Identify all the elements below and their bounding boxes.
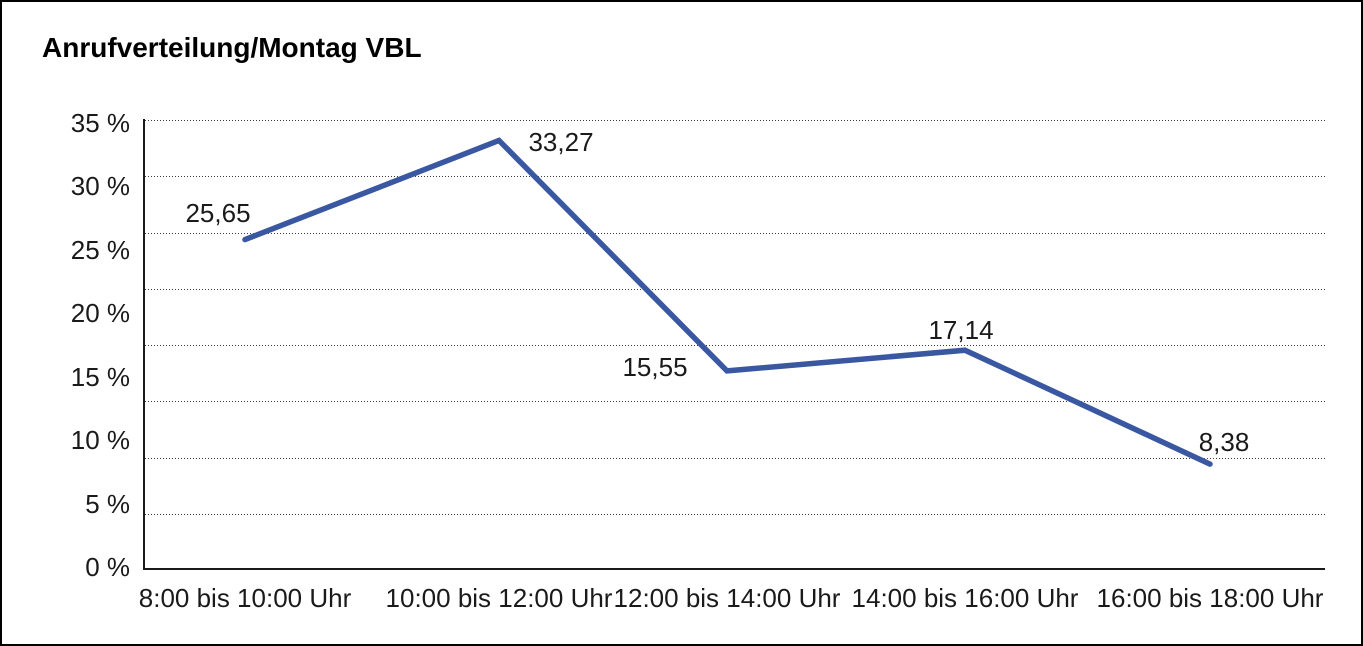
x-tick-label: 16:00 bis 18:00 Uhr [1096,583,1324,613]
value-label: 25,65 [185,198,251,228]
gridline [145,232,1325,234]
gridline [145,345,1325,346]
y-tick-label: 5 % [85,488,130,519]
chart-title: Anrufverteilung/Montag VBL [42,32,422,63]
value-label: 15,55 [622,352,688,382]
x-tick-label: 14:00 bis 16:00 Uhr [851,583,1079,613]
value-label: 33,27 [528,127,594,157]
gridline [145,401,1325,403]
gridline [145,176,1325,178]
y-axis-line [143,119,145,570]
value-label: 17,14 [928,315,994,345]
value-label: 8,38 [1198,427,1250,457]
y-tick-label: 25 % [70,234,130,265]
x-tick-label: 12:00 bis 14:00 Uhr [613,583,841,613]
gridline [145,513,1325,515]
gridline [145,457,1325,459]
y-tick-label: 10 % [70,425,130,456]
x-tick-label: 8:00 bis 10:00 Uhr [138,583,352,613]
series-line [242,137,1213,467]
y-tick-label: 35 % [70,108,130,138]
y-tick-label: 0 % [85,552,130,582]
y-tick-label: 20 % [70,298,130,329]
x-axis-line [143,568,1325,570]
x-tick-label: 10:00 bis 12:00 Uhr [385,583,613,613]
y-tick-label: 30 % [70,171,130,202]
gridline [145,120,1325,121]
gridline [145,288,1325,290]
y-tick-label: 15 % [70,361,130,392]
